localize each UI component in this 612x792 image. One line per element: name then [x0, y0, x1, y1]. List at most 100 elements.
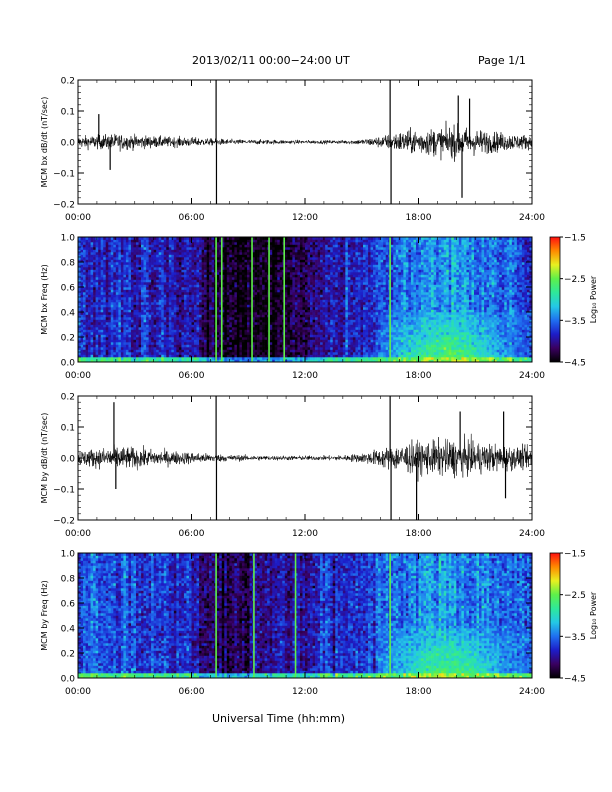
spectrogram-cell: [239, 317, 242, 320]
spectrogram-cell: [277, 357, 280, 360]
spectrogram-cell: [237, 350, 240, 353]
spectrogram-cell: [212, 345, 215, 348]
spectrogram-cell: [262, 297, 265, 300]
spectrogram-cell: [98, 257, 101, 260]
spectrogram-cell: [292, 330, 295, 333]
spectrogram-cell: [133, 260, 136, 263]
spectrogram-cell: [237, 255, 240, 258]
spectrogram-cell: [212, 250, 215, 253]
spectrogram-cell: [302, 350, 305, 353]
spectrogram-cell: [189, 317, 192, 320]
spectrogram-cell: [237, 252, 240, 255]
spectrogram-cell: [88, 260, 91, 263]
spectrogram-cell: [121, 337, 124, 340]
spectrogram-cell: [149, 310, 152, 313]
spectrogram-cell: [88, 305, 91, 308]
spectrogram-cell: [106, 252, 109, 255]
spectrogram-cell: [320, 285, 323, 288]
spectrogram-cell: [133, 322, 136, 325]
spectrogram-cell: [159, 247, 162, 250]
spectrogram-cell: [232, 265, 235, 268]
spectrogram-cell: [121, 277, 124, 280]
spectrogram-cell: [247, 250, 250, 253]
spectrogram-cell: [204, 257, 207, 260]
spectrogram-cell: [88, 277, 91, 280]
spectrogram-cell: [318, 352, 321, 355]
spectrogram-cell: [302, 285, 305, 288]
spectrogram-cell: [209, 315, 212, 318]
spectrogram-cell: [255, 272, 258, 275]
spectrogram-cell: [186, 270, 189, 273]
spectrogram-cell: [146, 292, 149, 295]
spectrogram-cell: [270, 285, 273, 288]
spectrogram-cell: [295, 252, 298, 255]
spectrogram-cell: [131, 262, 134, 265]
spectrogram-cell: [186, 300, 189, 303]
spectrogram-cell: [176, 350, 179, 353]
spectrogram-cell: [139, 325, 142, 328]
spectrogram-cell: [179, 312, 182, 315]
spectrogram-cell: [204, 255, 207, 258]
spectrogram-cell: [141, 247, 144, 250]
spectrogram-cell: [108, 325, 111, 328]
spectrogram-cell: [98, 355, 101, 358]
spectrogram-cell: [313, 357, 316, 360]
spectrogram-cell: [285, 345, 288, 348]
spectrogram-cell: [171, 330, 174, 333]
spectrogram-cell: [247, 285, 250, 288]
spectrogram-cell: [121, 267, 124, 270]
spectrogram-cell: [229, 272, 232, 275]
spectrogram-cell: [212, 322, 215, 325]
spectrogram-cell: [237, 352, 240, 355]
spectrogram-cell: [98, 262, 101, 265]
spectrogram-cell: [313, 242, 316, 245]
spectrogram-cell: [300, 277, 303, 280]
spectrogram-cell: [255, 335, 258, 338]
spectrogram-cell: [244, 320, 247, 323]
spectrogram-cell: [166, 285, 169, 288]
spectrogram-cell: [232, 312, 235, 315]
spectrogram-cell: [176, 345, 179, 348]
spectrogram-cell: [189, 305, 192, 308]
spectrogram-cell: [139, 310, 142, 313]
spectrogram-cell: [118, 347, 121, 350]
spectrogram-cell: [91, 287, 94, 290]
spectrogram-cell: [239, 285, 242, 288]
spectrogram-cell: [247, 252, 250, 255]
spectrogram-cell: [202, 307, 205, 310]
spectrogram-cell: [141, 325, 144, 328]
spectrogram-cell: [318, 310, 321, 313]
spectrogram-cell: [242, 290, 245, 293]
spectrogram-cell: [297, 352, 300, 355]
spectrogram-cell: [247, 342, 250, 345]
spectrogram-cell: [315, 255, 318, 258]
spectrogram-cell: [174, 247, 177, 250]
panel-2-spectrogram: [78, 237, 532, 362]
spectrogram-cell: [194, 245, 197, 248]
spectrogram-cell: [164, 320, 167, 323]
spectrogram-cell: [126, 250, 129, 253]
spectrogram-cell: [149, 280, 152, 283]
spectrogram-cell: [164, 342, 167, 345]
spectrogram-cell: [111, 355, 114, 358]
spectrogram-cell: [232, 300, 235, 303]
spectrogram-cell: [194, 295, 197, 298]
spectrogram-cell: [313, 297, 316, 300]
spectrogram-cell: [237, 340, 240, 343]
spectrogram-cell: [272, 355, 275, 358]
spectrogram-cell: [277, 290, 280, 293]
spectrogram-cell: [171, 257, 174, 260]
spectrogram-cell: [302, 297, 305, 300]
spectrogram-cell: [262, 330, 265, 333]
spectrogram-cell: [128, 257, 131, 260]
spectrogram-cell: [174, 295, 177, 298]
spectrogram-cell: [93, 312, 96, 315]
spectrogram-cell: [149, 245, 152, 248]
spectrogram-cell: [171, 352, 174, 355]
spectrogram-cell: [207, 312, 210, 315]
spectrogram-cell: [305, 250, 308, 253]
spectrogram-cell: [176, 277, 179, 280]
spectrogram-cell: [108, 287, 111, 290]
spectrogram-cell: [149, 300, 152, 303]
spectrogram-cell: [91, 280, 94, 283]
